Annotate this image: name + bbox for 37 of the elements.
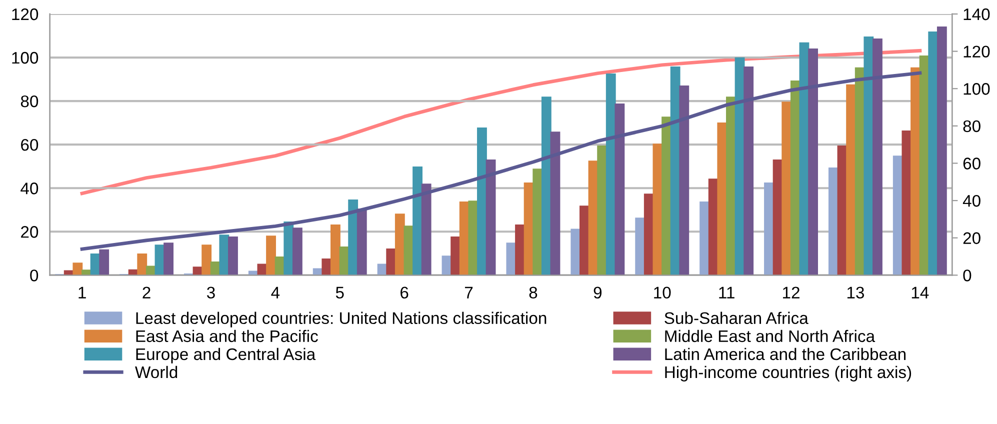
x-tick-label: 7	[464, 286, 473, 298]
y2-tick-label: 20	[963, 232, 980, 244]
x-tick-label: 11	[719, 286, 734, 298]
legend-label: World	[135, 366, 178, 378]
y-tick-label: 80	[20, 95, 38, 108]
x-tick-label: 12	[783, 286, 800, 298]
x-tick-label: 1	[78, 286, 86, 298]
x-tick-label: 8	[529, 286, 538, 299]
x-tick-label: 9	[594, 286, 602, 299]
y-tick-label: 20	[21, 226, 38, 238]
y-tick-label: 120	[12, 8, 38, 20]
x-tick-label: 5	[336, 286, 344, 299]
y2-tick-label: 100	[964, 83, 990, 95]
x-tick-label: 14	[912, 286, 929, 298]
legend-label: Middle East and North Africa	[665, 330, 876, 342]
x-tick-label: 3	[206, 286, 215, 299]
x-tick-label: 13	[847, 286, 864, 299]
legend-label: Europe and Central Asia	[136, 348, 316, 364]
x-tick-label: 10	[654, 286, 671, 299]
legend-label: Sub-Saharan Africa	[664, 312, 808, 324]
y2-tick-label: 80	[963, 120, 980, 132]
x-tick-label: 6	[400, 286, 408, 299]
legend-label: East Asia and the Pacific	[136, 330, 318, 342]
legend-label: High-income countries (right axis)	[665, 366, 912, 382]
y-tick-label: 0	[30, 270, 38, 282]
y2-tick-label: 0	[963, 270, 972, 282]
y2-tick-label: 60	[963, 158, 980, 170]
y-tick-label: 100	[12, 52, 38, 64]
y-tick-label: 60	[21, 138, 38, 151]
y2-tick-label: 40	[962, 194, 980, 207]
y2-tick-label: 140	[964, 8, 990, 20]
y-tick-label: 40	[20, 182, 38, 194]
legend-label: Latin America and the Caribbean	[665, 348, 906, 360]
y2-tick-label: 120	[964, 46, 990, 58]
x-tick-label: 4	[271, 286, 280, 298]
x-tick-label: 2	[142, 286, 150, 298]
legend-label: Least developed countries: United Nations classification	[136, 312, 546, 328]
